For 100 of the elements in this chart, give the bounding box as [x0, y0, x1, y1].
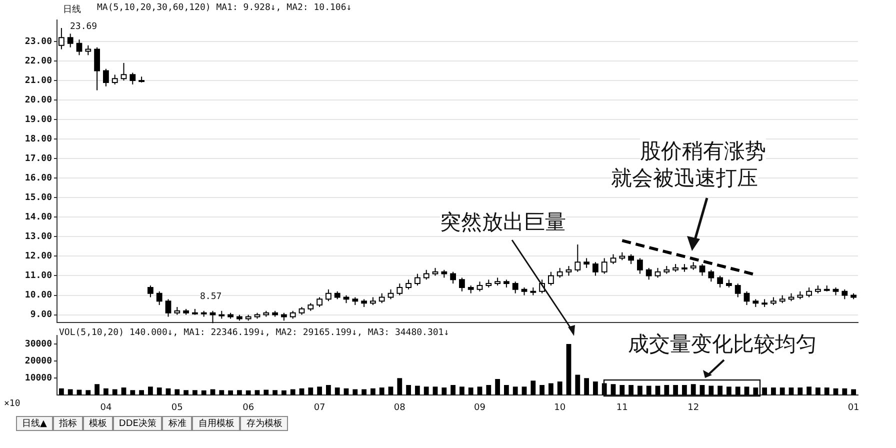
x-tick-label: 07	[314, 402, 326, 413]
bar	[512, 386, 518, 396]
bar	[700, 384, 705, 396]
x-tick-label: 09	[474, 402, 486, 413]
x-tick-label: 11	[616, 402, 628, 413]
x-tick-label: 04	[100, 402, 112, 413]
bar	[593, 382, 598, 396]
bar	[388, 386, 394, 396]
bar	[540, 384, 544, 396]
text: DDE决策	[112, 416, 162, 431]
chart-subtitle: MA(5,10,20,30,60,120) MA1: 9.928↓, MA2: 10.106↓	[97, 3, 352, 13]
bar	[379, 388, 384, 396]
bar	[628, 384, 634, 396]
text: 自用模板	[192, 416, 240, 431]
bar	[690, 384, 696, 396]
y-tick-label: 10.00	[24, 290, 52, 301]
bar	[86, 390, 91, 396]
bar	[548, 383, 554, 396]
bar	[237, 390, 242, 396]
bar	[184, 390, 188, 396]
bar	[282, 390, 286, 396]
bar	[424, 386, 429, 396]
bar	[522, 386, 527, 396]
bar	[139, 390, 144, 396]
x-tick-label: 10	[554, 402, 566, 413]
bar	[130, 390, 136, 396]
y-tick-label: 18.00	[24, 134, 52, 144]
bar	[264, 390, 269, 396]
bar	[771, 388, 776, 396]
y-tick-label: 23.00	[24, 36, 52, 47]
bar	[842, 388, 848, 396]
bar	[76, 390, 82, 396]
annotation: 突然放出巨量	[440, 208, 566, 236]
bar	[557, 382, 562, 396]
bar	[415, 386, 420, 396]
y-tick-label: 10000	[24, 373, 52, 384]
bar	[638, 386, 642, 396]
bar	[442, 388, 447, 396]
bar	[646, 386, 652, 396]
bar	[94, 384, 100, 396]
bar	[610, 384, 616, 396]
bar	[664, 384, 670, 396]
bar	[477, 386, 482, 396]
chart-subtitle: VOL(5,10,20) 140.000↓, MA1: 22346.199↓, MA2: 29165.199↓, MA3: 34480.301↓	[59, 328, 450, 338]
bar	[450, 384, 456, 396]
x-tick-label: 06	[242, 402, 254, 413]
y-tick-label: 30000	[24, 339, 52, 350]
bar	[352, 389, 358, 396]
bar	[432, 386, 438, 396]
annotation: 8.57	[200, 292, 222, 302]
bar	[824, 388, 830, 396]
text: 标准	[162, 416, 192, 431]
bar	[530, 380, 536, 396]
y-tick-label: 19.00	[24, 114, 52, 125]
bar	[816, 388, 820, 396]
bar	[272, 390, 278, 396]
y-tick-label: 20000	[24, 356, 52, 366]
bar	[851, 389, 856, 396]
x-tick-label: 01	[848, 402, 860, 413]
bar	[708, 386, 714, 396]
bar	[673, 384, 678, 396]
bar	[753, 388, 758, 396]
annotation: 23.69	[70, 22, 98, 32]
bar	[806, 386, 812, 396]
bar	[210, 389, 216, 396]
bar	[468, 388, 474, 396]
x-tick-label: 05	[171, 402, 183, 413]
bar	[406, 384, 411, 396]
y-tick-label: 20.00	[24, 95, 52, 106]
bar	[620, 384, 625, 396]
annotation: 股价稍有涨势	[640, 137, 766, 165]
y-tick-label: 15.00	[24, 193, 52, 203]
bar	[156, 388, 162, 396]
y-tick-label: 12.00	[24, 252, 52, 262]
bar	[112, 389, 118, 396]
bar	[192, 390, 198, 396]
text: 指标	[52, 416, 83, 431]
bar	[495, 378, 500, 396]
bar	[718, 386, 722, 396]
bar	[68, 389, 73, 396]
text: 模板	[82, 416, 113, 431]
bar	[308, 388, 314, 396]
bar	[762, 388, 767, 396]
bar	[726, 386, 732, 396]
bar	[744, 386, 750, 396]
bar	[798, 388, 803, 396]
bar	[486, 384, 492, 396]
bar	[326, 384, 331, 396]
bar	[246, 390, 251, 396]
bar	[397, 378, 402, 396]
bar	[780, 388, 785, 396]
bar	[59, 388, 64, 396]
y-tick-label: 16.00	[24, 173, 52, 184]
bar	[735, 386, 740, 396]
y-tick-label: 13.00	[24, 232, 52, 242]
bar	[370, 388, 376, 396]
bar	[148, 386, 153, 396]
bar	[174, 389, 180, 396]
bar	[290, 389, 296, 396]
bar	[504, 384, 509, 396]
